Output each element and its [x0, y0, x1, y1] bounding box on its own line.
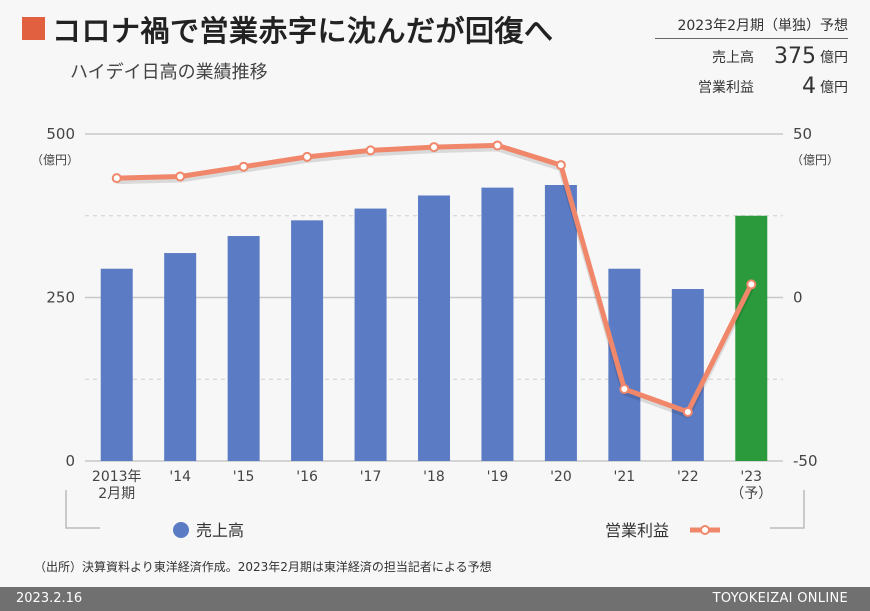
- x-axis-tick: 2月期: [98, 486, 135, 502]
- bar-sales: [608, 268, 641, 461]
- title-marker: [22, 17, 45, 40]
- forecast-sales-unit: 億円: [820, 50, 848, 66]
- x-axis-tick: '20: [550, 469, 572, 485]
- source-note: （出所）決算資料より東洋経済作成。2023年2月期は東洋経済の担当記者による予想: [34, 560, 492, 574]
- forecast-sales-label: 売上高: [712, 50, 754, 66]
- forecast-heading: 2023年2月期（単独）予想: [655, 15, 848, 39]
- point-profit: [555, 160, 566, 171]
- bar-sales: [481, 187, 514, 462]
- right-axis-unit: （億円）: [791, 153, 839, 167]
- legend-bracket-right: [770, 490, 805, 529]
- x-axis-tick: '19: [487, 469, 509, 485]
- chart-canvas: 5002500（億円）500-50（億円）2013年2月期'14'15'16'1…: [31, 125, 839, 540]
- right-axis-tick: 0: [793, 289, 803, 307]
- forecast-profit-label: 営業利益: [698, 80, 754, 96]
- bar-sales: [227, 236, 260, 461]
- forecast-profit-unit: 億円: [820, 80, 848, 96]
- bar-sales: [100, 268, 133, 461]
- x-axis-tick: '16: [296, 469, 318, 485]
- left-axis-tick: 0: [65, 452, 75, 470]
- x-axis-tick: '15: [233, 469, 255, 485]
- footer-brand: TOYOKEIZAI ONLINE: [712, 591, 848, 606]
- x-axis-tick: '22: [677, 469, 699, 485]
- bar-sales: [735, 215, 768, 461]
- point-profit: [619, 384, 630, 395]
- forecast-sales-value: 375: [774, 44, 816, 69]
- point-profit: [238, 161, 249, 172]
- legend-sales-label: 売上高: [196, 521, 244, 540]
- point-profit: [302, 151, 313, 162]
- x-axis-tick: '21: [614, 469, 636, 485]
- point-profit: [175, 171, 186, 182]
- bar-sales: [671, 288, 704, 461]
- right-axis-tick: 50: [793, 125, 812, 143]
- legend-bracket-left: [65, 490, 100, 529]
- left-axis-tick: 250: [46, 289, 75, 307]
- legend-profit-label: 営業利益: [605, 521, 669, 540]
- bar-sales: [544, 185, 577, 461]
- point-profit: [429, 142, 439, 153]
- point-profit: [111, 173, 122, 184]
- point-profit: [365, 145, 376, 156]
- left-axis-tick: 500: [46, 125, 75, 143]
- right-axis-tick: -50: [793, 452, 818, 470]
- bar-sales: [164, 253, 197, 461]
- bar-sales: [291, 220, 324, 461]
- chart-title: コロナ禍で営業赤字に沈んだが回復へ: [52, 14, 554, 48]
- x-axis-tick: '18: [423, 469, 445, 485]
- x-axis-tick: （予）: [730, 486, 772, 502]
- x-axis-tick: '14: [169, 469, 191, 485]
- chart-subtitle: ハイデイ日高の業績推移: [70, 62, 268, 83]
- bar-sales: [418, 195, 450, 461]
- footer-bar: 2023.2.16 TOYOKEIZAI ONLINE: [0, 587, 870, 611]
- footer-date: 2023.2.16: [16, 591, 83, 606]
- x-axis-tick: '17: [360, 469, 382, 485]
- forecast-sales-row: 売上高 375 億円: [655, 43, 848, 69]
- forecast-profit-row: 営業利益 4 億円: [655, 73, 848, 99]
- point-profit: [682, 406, 693, 417]
- legend-profit-marker: [700, 525, 710, 535]
- x-axis-tick: '23: [740, 469, 762, 485]
- point-profit: [746, 279, 757, 290]
- point-profit: [492, 140, 503, 151]
- bar-sales: [354, 208, 387, 461]
- legend-sales-swatch: [173, 522, 189, 538]
- left-axis-unit: （億円）: [31, 153, 79, 167]
- x-axis-tick: 2013年: [92, 469, 142, 485]
- forecast-profit-value: 4: [802, 74, 816, 99]
